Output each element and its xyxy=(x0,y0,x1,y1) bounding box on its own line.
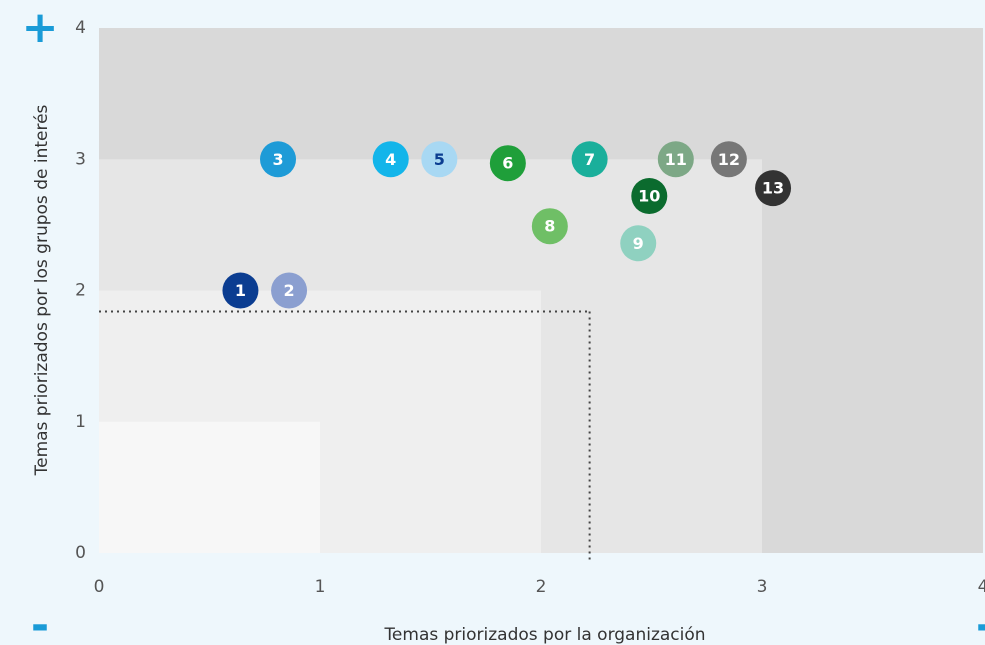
point-label: 11 xyxy=(665,150,687,169)
y-tick-label: 0 xyxy=(75,543,86,563)
y-tick-label: 3 xyxy=(75,149,86,169)
point xyxy=(571,141,608,178)
point xyxy=(372,141,409,178)
point-label: 13 xyxy=(762,179,784,198)
y-tick-label: 2 xyxy=(75,281,86,301)
point xyxy=(489,145,526,182)
point-label: 12 xyxy=(718,150,740,169)
x-tick-label: 0 xyxy=(94,577,105,597)
point-label: 9 xyxy=(633,234,644,253)
point xyxy=(260,141,297,178)
point xyxy=(620,225,657,262)
x-tick-label: 4 xyxy=(978,577,985,597)
point xyxy=(631,178,668,214)
y-tick-label: 4 xyxy=(75,18,86,38)
point xyxy=(271,272,308,309)
point xyxy=(222,272,259,309)
point-label: 5 xyxy=(434,150,445,169)
x-tick-label: 2 xyxy=(536,577,547,597)
x-axis-title: Temas priorizados por la organización xyxy=(383,625,705,645)
point-label: 6 xyxy=(502,154,513,173)
point-label: 8 xyxy=(544,217,555,236)
point xyxy=(421,141,458,178)
regions xyxy=(99,28,983,553)
minus-symbol: - xyxy=(31,600,49,645)
region xyxy=(99,421,320,553)
point xyxy=(755,170,792,207)
y-axis-title: Temas priorizados por los grupos de inte… xyxy=(32,104,52,476)
point-label: 7 xyxy=(584,150,595,169)
y-tick-label: 1 xyxy=(75,412,86,432)
point-label: 1 xyxy=(235,281,246,300)
minus-symbol: - xyxy=(976,600,985,645)
point xyxy=(531,208,568,245)
point xyxy=(710,141,747,178)
point xyxy=(657,141,694,178)
point-label: 2 xyxy=(283,281,294,300)
point-label: 4 xyxy=(385,150,396,169)
x-tick-label: 3 xyxy=(757,577,768,597)
x-tick-label: 1 xyxy=(315,577,326,597)
point-label: 10 xyxy=(638,187,660,206)
plus-symbol: + xyxy=(22,2,59,53)
point-label: 3 xyxy=(272,150,283,169)
